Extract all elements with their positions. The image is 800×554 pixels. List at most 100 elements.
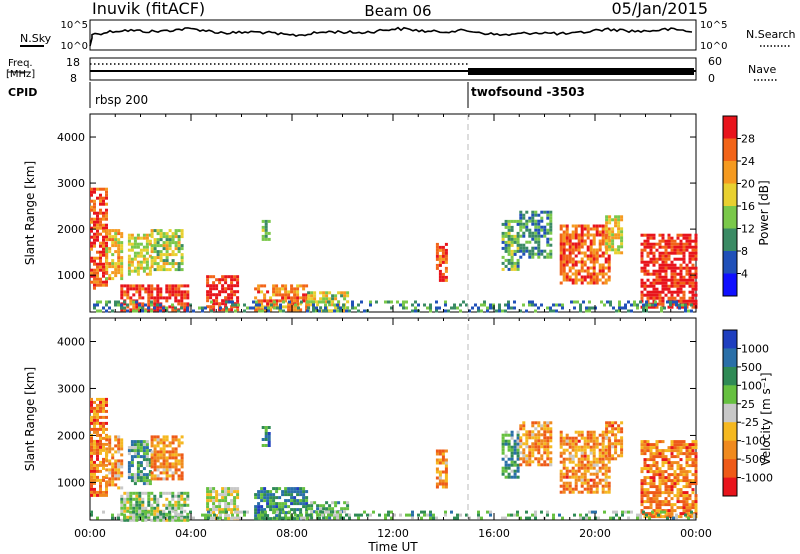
data-cell bbox=[568, 257, 572, 261]
data-cell bbox=[620, 233, 624, 237]
data-cell bbox=[174, 244, 178, 248]
data-cell bbox=[630, 303, 633, 307]
data-cell bbox=[501, 451, 505, 455]
data-cell bbox=[604, 260, 608, 264]
data-cell bbox=[565, 469, 569, 473]
data-cell bbox=[661, 263, 665, 267]
data-cell bbox=[643, 242, 647, 246]
data-cell bbox=[685, 509, 689, 513]
data-cell bbox=[275, 514, 279, 518]
data-cell bbox=[145, 263, 149, 267]
data-cell bbox=[206, 278, 210, 282]
data-cell bbox=[105, 235, 108, 239]
data-cell bbox=[108, 265, 112, 269]
data-cell bbox=[147, 497, 151, 501]
data-cell bbox=[655, 443, 659, 447]
data-cell bbox=[201, 513, 204, 517]
data-cell bbox=[655, 305, 659, 309]
nave-label: Nave bbox=[748, 63, 776, 76]
data-cell bbox=[574, 242, 578, 246]
data-cell bbox=[609, 300, 612, 304]
data-cell bbox=[102, 199, 105, 203]
data-cell bbox=[153, 259, 157, 263]
data-cell bbox=[120, 293, 124, 297]
data-cell bbox=[287, 290, 291, 294]
data-cell bbox=[459, 513, 462, 517]
data-cell bbox=[171, 284, 175, 288]
data-cell bbox=[105, 447, 109, 451]
data-cell bbox=[525, 309, 528, 313]
data-cell bbox=[688, 257, 692, 261]
data-cell bbox=[236, 490, 240, 494]
data-cell bbox=[123, 491, 127, 495]
data-cell bbox=[516, 258, 520, 262]
data-cell bbox=[534, 516, 537, 520]
data-cell bbox=[559, 245, 563, 249]
data-cell bbox=[510, 225, 514, 229]
data-cell bbox=[664, 266, 668, 270]
data-cell bbox=[288, 510, 291, 514]
data-cell bbox=[586, 442, 590, 446]
data-cell bbox=[568, 460, 572, 464]
data-cell bbox=[96, 454, 99, 458]
data-cell bbox=[694, 506, 698, 510]
data-cell bbox=[549, 252, 553, 256]
data-cell bbox=[219, 513, 222, 517]
data-cell bbox=[605, 445, 609, 449]
data-cell bbox=[145, 458, 149, 462]
data-cell bbox=[209, 293, 213, 297]
data-cell bbox=[159, 303, 162, 307]
data-cell bbox=[130, 263, 134, 267]
data-cell bbox=[643, 293, 647, 297]
data-cell bbox=[165, 238, 169, 242]
data-cell bbox=[127, 272, 131, 276]
data-cell bbox=[528, 219, 532, 223]
data-cell bbox=[525, 219, 529, 223]
data-cell bbox=[568, 439, 572, 443]
data-cell bbox=[571, 263, 575, 267]
data-cell bbox=[501, 448, 505, 452]
data-cell bbox=[138, 515, 142, 519]
data-cell bbox=[177, 235, 181, 239]
data-cell bbox=[236, 281, 240, 285]
data-cell bbox=[90, 493, 93, 497]
data-cell bbox=[679, 446, 683, 450]
data-cell bbox=[540, 445, 544, 449]
data-cell bbox=[186, 497, 190, 501]
data-cell bbox=[549, 306, 552, 310]
data-cell bbox=[589, 472, 593, 476]
data-cell bbox=[608, 442, 612, 446]
data-cell bbox=[614, 448, 618, 452]
data-cell bbox=[213, 513, 216, 517]
data-cell bbox=[592, 472, 596, 476]
data-cell bbox=[162, 509, 166, 513]
data-cell bbox=[174, 471, 178, 475]
data-cell bbox=[148, 242, 152, 246]
colorbar-swatch bbox=[723, 403, 737, 423]
data-cell bbox=[646, 491, 650, 495]
data-cell bbox=[643, 479, 647, 483]
data-cell bbox=[586, 266, 590, 270]
data-cell bbox=[148, 458, 152, 462]
data-cell bbox=[319, 507, 323, 511]
data-cell bbox=[168, 253, 172, 257]
data-cell bbox=[685, 233, 689, 237]
data-cell bbox=[673, 494, 677, 498]
data-cell bbox=[601, 236, 605, 240]
data-cell bbox=[501, 439, 505, 443]
data-cell bbox=[139, 263, 143, 267]
data-cell bbox=[655, 485, 659, 489]
data-cell bbox=[177, 250, 181, 254]
data-cell bbox=[549, 463, 553, 467]
data-cell bbox=[142, 449, 146, 453]
data-cell bbox=[648, 303, 651, 307]
data-cell bbox=[688, 509, 692, 513]
data-cell bbox=[99, 451, 102, 455]
data-cell bbox=[99, 415, 102, 419]
data-cell bbox=[568, 278, 572, 282]
data-cell bbox=[117, 241, 121, 245]
data-cell bbox=[679, 257, 683, 261]
data-cell bbox=[105, 483, 109, 487]
data-cell bbox=[186, 302, 190, 306]
data-cell bbox=[435, 309, 438, 313]
